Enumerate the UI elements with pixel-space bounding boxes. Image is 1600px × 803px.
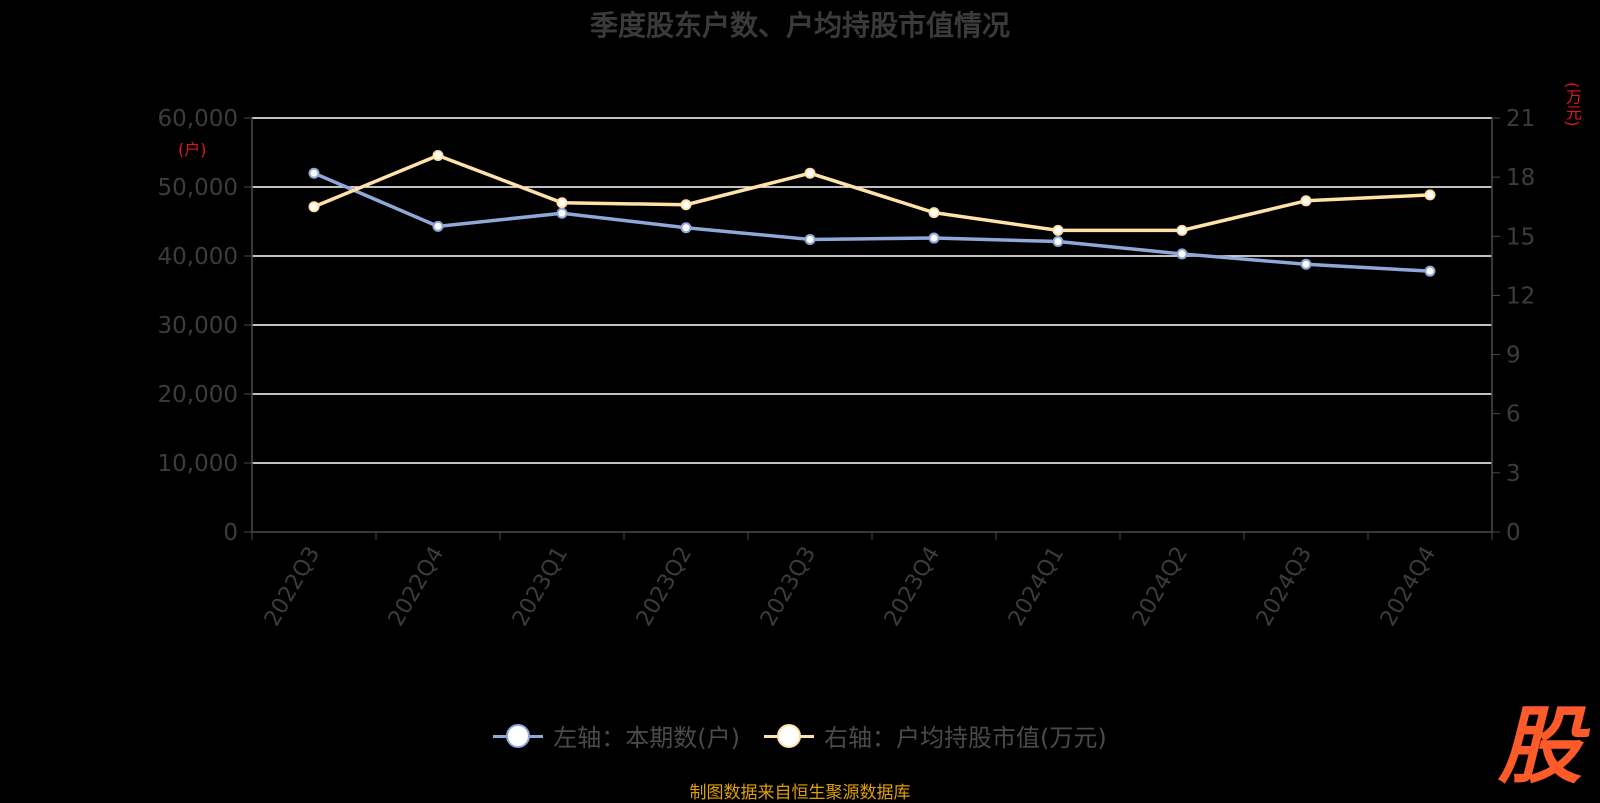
x-tick-label: 2024Q2 — [1128, 543, 1193, 631]
right-axis-ticks: 0 3 6 9 12 15 18 21 — [1492, 106, 1535, 546]
data-point — [928, 207, 940, 219]
right-tick-label: 21 — [1506, 106, 1535, 132]
x-tick-label: 2023Q2 — [632, 543, 697, 631]
legend-label-market-value: 右轴：户均持股市值(万元) — [824, 724, 1107, 752]
left-tick-label: 40,000 — [158, 244, 238, 270]
right-tick-label: 0 — [1506, 520, 1521, 546]
x-tick-label: 2024Q3 — [1252, 543, 1317, 631]
data-point — [432, 149, 444, 161]
x-tick-label: 2023Q3 — [756, 543, 821, 631]
x-tick-label: 2023Q1 — [508, 543, 573, 631]
data-point — [1300, 258, 1312, 270]
chart-title: 季度股东户数、户均持股市值情况 — [589, 9, 1010, 42]
x-tick-label: 2024Q4 — [1376, 543, 1441, 631]
left-tick-label: 60,000 — [158, 106, 238, 132]
data-point — [1424, 265, 1436, 277]
right-tick-label: 12 — [1506, 283, 1535, 309]
data-point — [928, 232, 940, 244]
legend-swatch-households — [493, 723, 544, 748]
right-tick-label: 9 — [1506, 343, 1521, 369]
series-market-value — [308, 149, 1436, 236]
x-tick-label: 2022Q4 — [384, 543, 449, 631]
right-axis-unit: (万元) — [1563, 82, 1582, 127]
data-point — [308, 167, 320, 179]
data-point — [680, 199, 692, 211]
series-households — [308, 167, 1436, 277]
x-tick-label: 2022Q3 — [260, 543, 325, 631]
legend: 左轴：本期数(户) 右轴：户均持股市值(万元) — [0, 718, 1600, 753]
brand-watermark: 股 — [1497, 697, 1582, 795]
left-axis-ticks: 0 10,000 20,000 30,000 40,000 50,000 60,000 — [158, 106, 252, 546]
left-axis-unit: (户) — [178, 140, 207, 159]
data-point — [432, 220, 444, 232]
legend-item-market-value[interactable]: 右轴：户均持股市值(万元) — [764, 718, 1107, 753]
legend-swatch-market-value — [764, 723, 814, 748]
left-tick-label: 30,000 — [158, 313, 238, 339]
legend-label-households: 左轴：本期数(户) — [553, 724, 740, 752]
data-point — [556, 207, 568, 219]
right-tick-label: 18 — [1506, 165, 1535, 191]
x-axis-ticks: 2022Q3 2022Q4 2023Q1 2023Q2 2023Q3 2023Q4 2024… — [251, 532, 1493, 631]
right-tick-label: 3 — [1506, 461, 1521, 487]
data-point — [1424, 189, 1436, 201]
left-tick-label: 10,000 — [158, 451, 238, 477]
right-tick-label: 15 — [1506, 224, 1535, 250]
data-point — [1176, 248, 1188, 260]
left-tick-label: 0 — [223, 520, 238, 546]
left-tick-label: 50,000 — [158, 175, 238, 201]
data-point — [1052, 224, 1064, 236]
data-point — [804, 167, 816, 179]
x-tick-label: 2023Q4 — [880, 543, 945, 631]
left-tick-label: 20,000 — [158, 382, 238, 408]
series-line — [313, 171, 1431, 273]
data-point — [308, 201, 320, 213]
data-source-note: 制图数据来自恒生聚源数据库 — [689, 783, 911, 803]
series-line — [313, 153, 1431, 233]
data-point — [804, 233, 816, 245]
right-tick-label: 6 — [1506, 402, 1521, 428]
x-tick-label: 2024Q1 — [1004, 543, 1069, 631]
legend-item-households[interactable]: 左轴：本期数(户) — [493, 718, 740, 753]
data-point — [1176, 224, 1188, 236]
data-point — [680, 222, 692, 234]
data-point — [1052, 236, 1064, 248]
series-layer — [308, 149, 1436, 277]
data-point — [556, 197, 568, 209]
data-point — [1300, 195, 1312, 207]
gridlines — [251, 117, 1493, 533]
